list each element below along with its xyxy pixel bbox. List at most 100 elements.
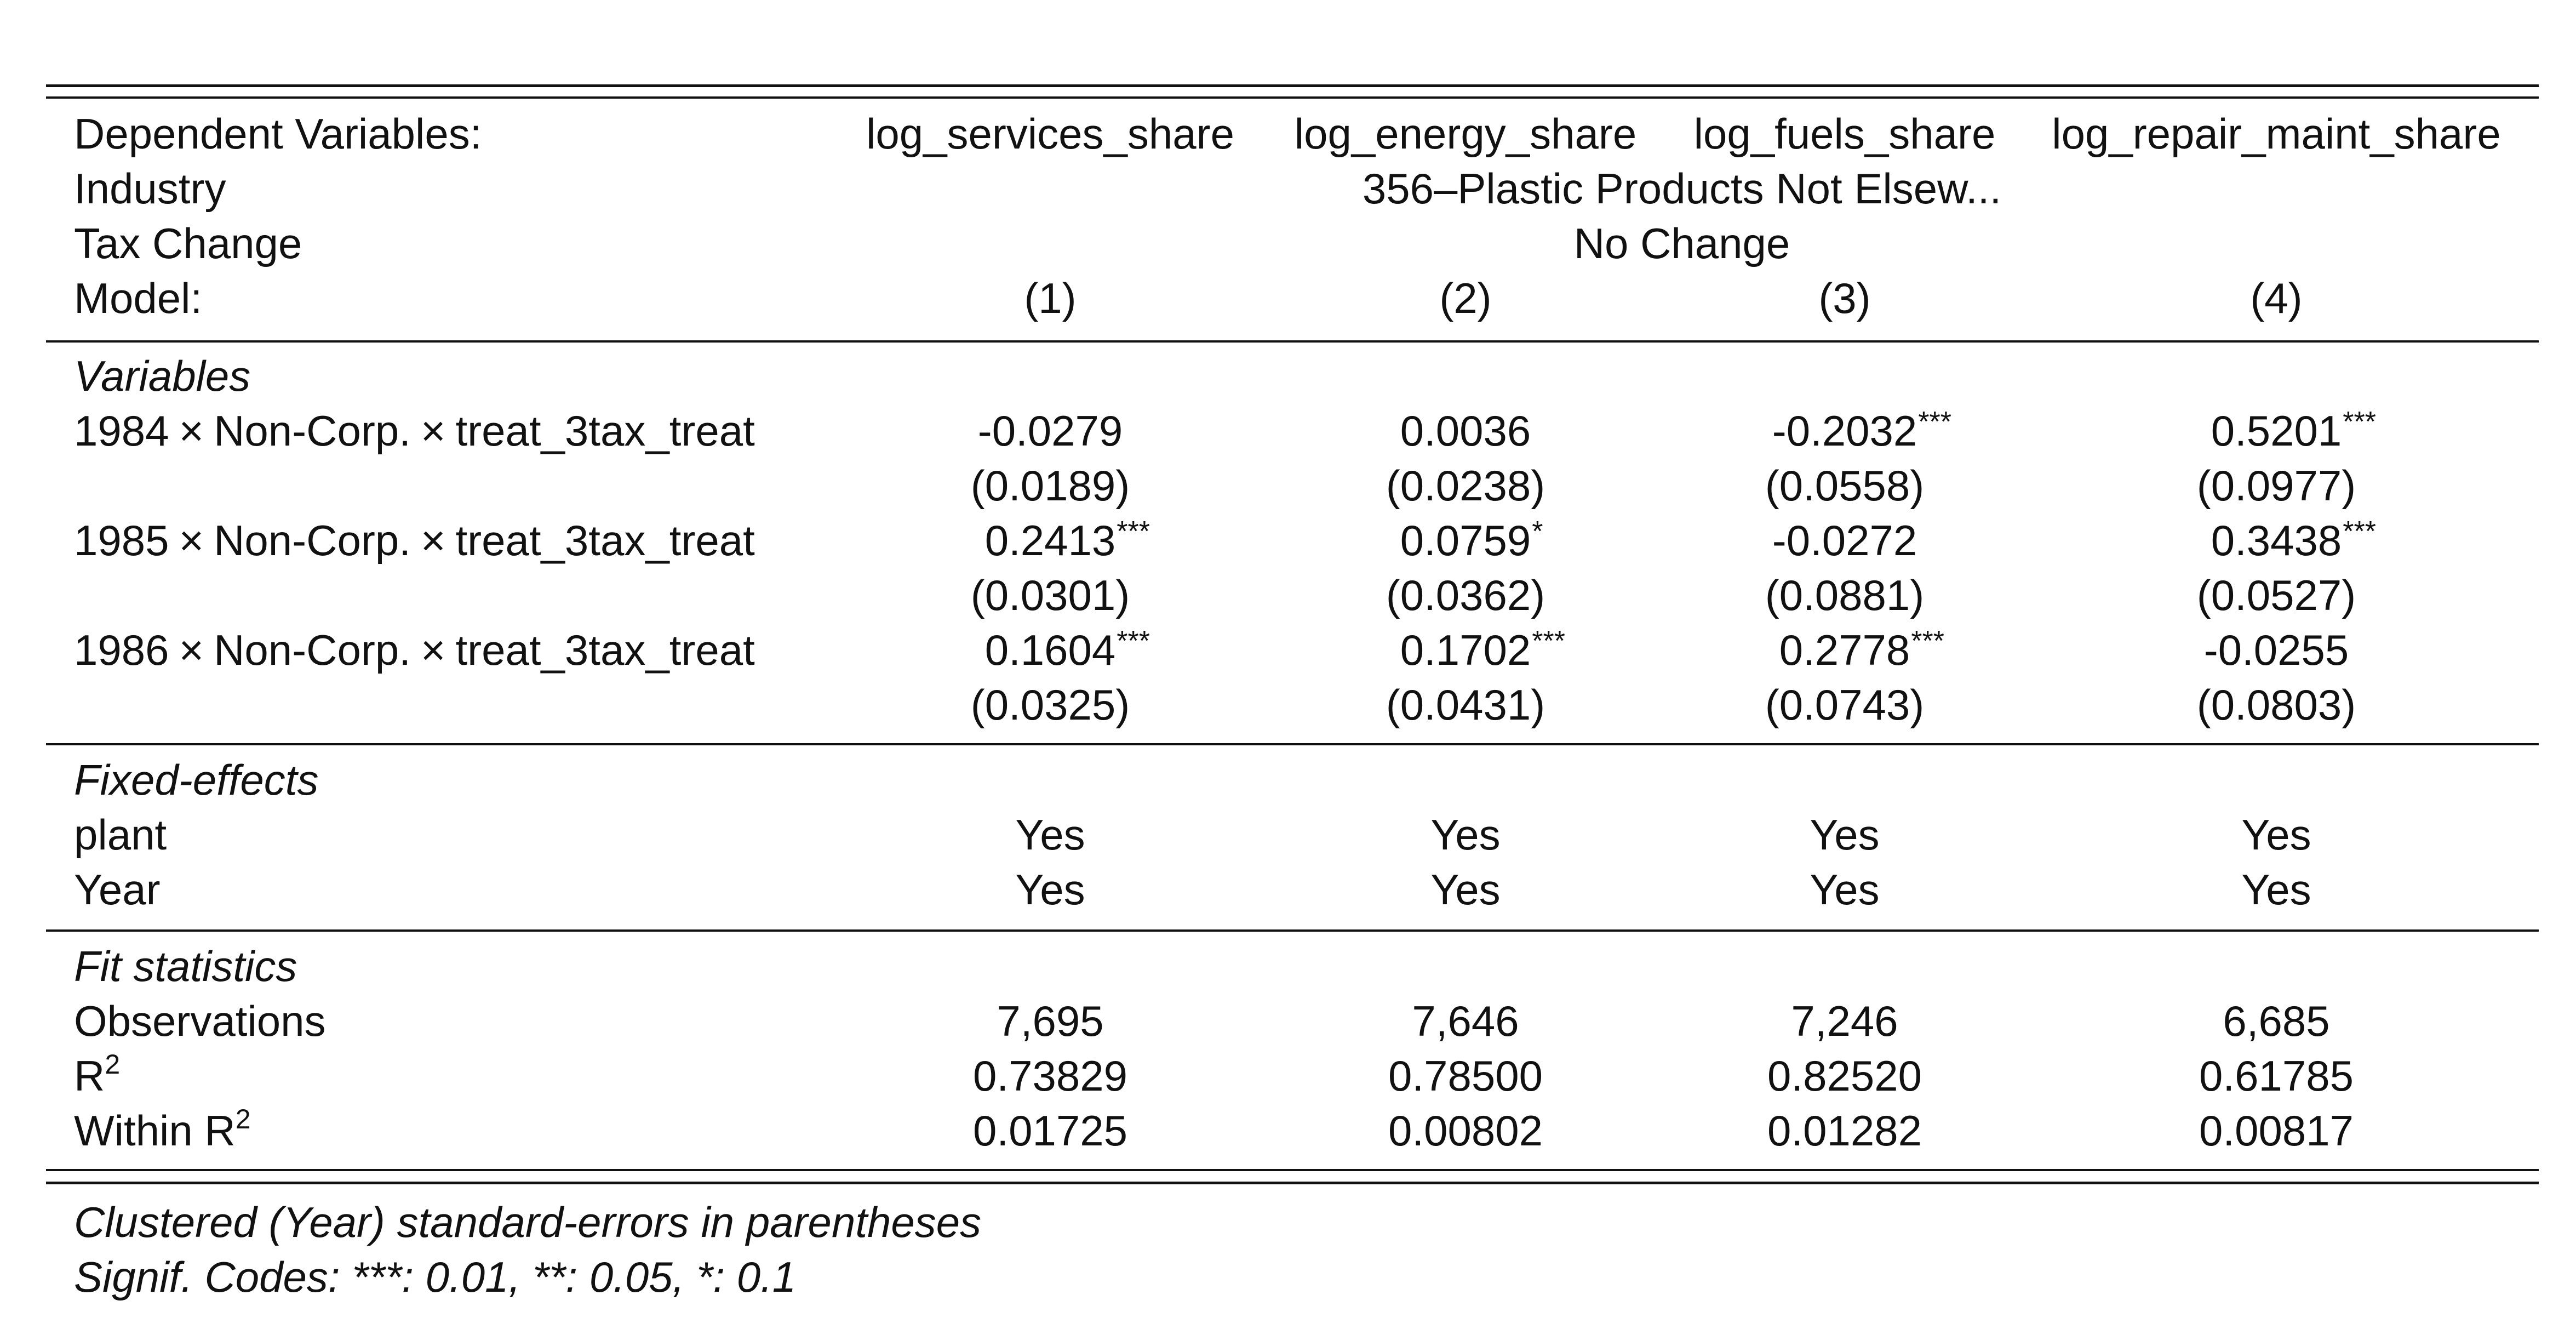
tax-change-label: Tax Change (74, 219, 302, 267)
within-r2-cell: 0.01282 (1767, 1106, 1922, 1155)
within-r2-cell: 0.00802 (1388, 1106, 1543, 1155)
dep-var-4: log_repair_maint_share (2052, 110, 2501, 158)
model-label: Model: (74, 274, 203, 322)
r2-cell: 0.61785 (2199, 1052, 2354, 1100)
r2-cell: 0.73829 (973, 1052, 1127, 1100)
times-symbol: × (179, 407, 204, 455)
within-r2-label-text: Within R (74, 1106, 236, 1155)
signif-stars: *** (2343, 516, 2377, 547)
se-cell: (0.0301) (970, 571, 1130, 619)
coef-value: 0.2413 (984, 516, 1116, 564)
coef-cell: 0.1702 *** (1400, 623, 1565, 677)
row-mid: Non-Corp. (214, 626, 411, 674)
fixed-effects-rule (46, 929, 2539, 932)
coef-cell: 0.0759 * (1400, 513, 1543, 568)
coef-cell: -0.0279 (978, 403, 1123, 458)
header-rule (46, 340, 2539, 343)
coef-cell: 0.2413 *** (984, 513, 1150, 568)
se-cell: (0.0189) (970, 461, 1130, 510)
row-year: 1985 (74, 516, 169, 564)
row-tail: treat_3tax_treat (455, 407, 755, 455)
se-cell: (0.0238) (1386, 461, 1545, 510)
bottom-rule-outer (46, 1182, 2539, 1184)
obs-cell: 7,246 (1791, 997, 1898, 1045)
times-symbol: × (420, 516, 446, 564)
fe-cell: Yes (2241, 865, 2311, 914)
coef-value: -0.0255 (2203, 626, 2349, 674)
variable-row-label: 1986 × Non-Corp. × treat_3tax_treat (74, 623, 755, 677)
signif-stars: *** (1918, 406, 1951, 438)
variable-row-label: 1985 × Non-Corp. × treat_3tax_treat (74, 513, 755, 568)
se-cell: (0.0881) (1765, 571, 1925, 619)
model-1: (1) (1024, 274, 1077, 322)
row-mid: Non-Corp. (214, 516, 411, 564)
within-r2-cell: 0.00817 (2199, 1106, 2354, 1155)
signif-stars: * (1532, 516, 1543, 547)
top-rule-inner (46, 96, 2539, 99)
fe-year-label: Year (74, 865, 161, 914)
bottom-rule-inner (46, 1169, 2539, 1171)
signif-stars: *** (1117, 625, 1150, 657)
within-r2-cell: 0.01725 (973, 1106, 1127, 1155)
within-r2-superscript: 2 (235, 1104, 251, 1134)
coef-value: 0.1604 (984, 626, 1116, 674)
fe-cell: Yes (2241, 811, 2311, 859)
industry-value: 356–Plastic Products Not Elsew... (1362, 164, 2002, 213)
times-symbol: × (420, 626, 446, 674)
obs-cell: 6,685 (2223, 997, 2330, 1045)
coef-cell: 0.5201 *** (2211, 403, 2376, 458)
signif-stars: *** (2343, 406, 2377, 438)
r2-cell: 0.78500 (1388, 1052, 1543, 1100)
signif-stars: *** (1911, 625, 1945, 657)
se-cell: (0.0325) (970, 681, 1130, 729)
fe-cell: Yes (1810, 811, 1880, 859)
tax-change-value: No Change (1573, 219, 1790, 267)
model-3: (3) (1818, 274, 1871, 322)
industry-label: Industry (74, 164, 226, 213)
coef-cell: 0.2778 *** (1779, 623, 1944, 677)
fe-cell: Yes (1430, 811, 1501, 859)
row-year: 1986 (74, 626, 169, 674)
model-2: (2) (1439, 274, 1492, 322)
variables-rule (46, 743, 2539, 745)
dependent-variables-label: Dependent Variables: (74, 110, 482, 158)
se-cell: (0.0803) (2196, 681, 2356, 729)
fe-cell: Yes (1430, 865, 1501, 914)
r2-cell: 0.82520 (1767, 1052, 1922, 1100)
times-symbol: × (179, 626, 204, 674)
fit-statistics-section-title: Fit statistics (74, 942, 297, 990)
obs-cell: 7,646 (1412, 997, 1519, 1045)
coef-value: 0.3438 (2211, 516, 2342, 564)
row-year: 1984 (74, 407, 169, 455)
se-cell: (0.0558) (1765, 461, 1925, 510)
variable-row-label: 1984 × Non-Corp. × treat_3tax_treat (74, 403, 755, 458)
coef-cell: 0.3438 *** (2211, 513, 2376, 568)
dep-var-3: log_fuels_share (1693, 110, 1996, 158)
coef-cell: 0.0036 (1400, 403, 1531, 458)
times-symbol: × (420, 407, 446, 455)
se-cell: (0.0362) (1386, 571, 1545, 619)
times-symbol: × (179, 516, 204, 564)
footnote-clustered: Clustered (Year) standard-errors in pare… (74, 1198, 982, 1246)
footnote-signif-codes: Signif. Codes: ***: 0.01, **: 0.05, *: 0… (74, 1253, 797, 1301)
row-tail: treat_3tax_treat (455, 516, 755, 564)
coef-value: -0.0279 (977, 407, 1123, 455)
row-mid: Non-Corp. (214, 407, 411, 455)
se-cell: (0.0977) (2196, 461, 2356, 510)
coef-cell: -0.0255 (2204, 623, 2349, 677)
coef-cell: -0.0272 (1772, 513, 1917, 568)
top-rule-outer (46, 84, 2539, 87)
coef-value: 0.2778 (1779, 626, 1910, 674)
obs-cell: 7,695 (997, 997, 1104, 1045)
se-cell: (0.0743) (1765, 681, 1925, 729)
coef-value: 0.1702 (1400, 626, 1531, 674)
fixed-effects-section-title: Fixed-effects (74, 756, 319, 804)
coef-value: 0.5201 (2211, 407, 2342, 455)
se-cell: (0.0527) (2196, 571, 2356, 619)
observations-label: Observations (74, 997, 326, 1045)
coef-value: -0.2032 (1772, 407, 1917, 455)
signif-stars: *** (1532, 625, 1566, 657)
coef-value: 0.0036 (1400, 407, 1531, 455)
fe-cell: Yes (1015, 811, 1085, 859)
